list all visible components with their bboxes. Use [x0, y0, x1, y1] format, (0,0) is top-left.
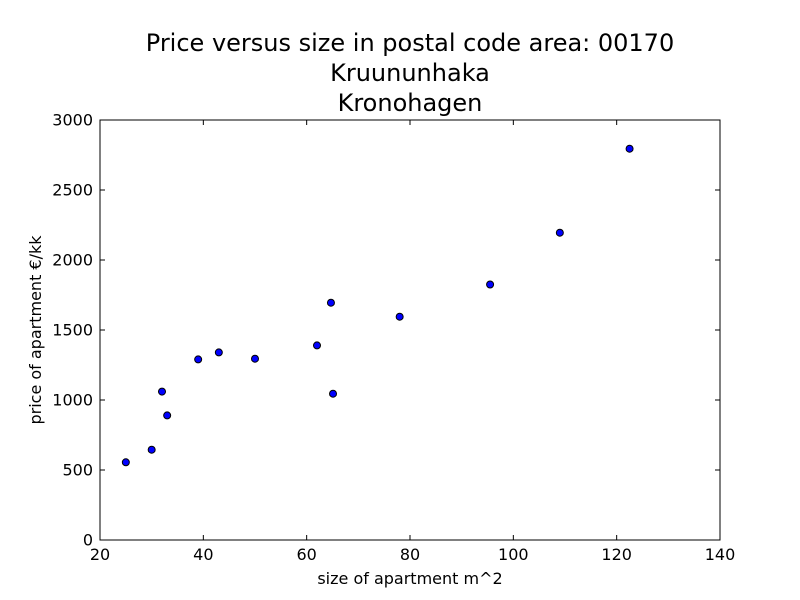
x-tick-label: 120 — [601, 545, 632, 564]
data-point — [214, 348, 223, 357]
data-point — [326, 298, 335, 307]
title-line-3: Kronohagen — [337, 89, 483, 117]
y-tick-label: 0 — [83, 531, 93, 550]
x-tick-label: 100 — [498, 545, 529, 564]
title-line-2: Kruununhaka — [330, 59, 490, 87]
x-tick-label: 20 — [90, 545, 110, 564]
y-tick-label: 1500 — [52, 321, 93, 340]
y-tick-label: 1000 — [52, 391, 93, 410]
y-tick-label: 3000 — [52, 111, 93, 130]
data-point — [121, 458, 130, 467]
data-point — [313, 341, 321, 350]
data-point — [625, 144, 634, 153]
y-axis-label: price of apartment €/kk — [26, 235, 45, 425]
data-point — [147, 445, 156, 454]
x-tick-label: 80 — [400, 545, 420, 564]
data-point — [395, 312, 404, 321]
data-point — [486, 280, 495, 289]
chart-title: Price versus size in postal code area: 0… — [0, 28, 800, 118]
data-points — [121, 144, 634, 467]
x-tick-label: 40 — [193, 545, 213, 564]
x-tick-label: 60 — [296, 545, 316, 564]
x-axis-label: size of apartment m^2 — [317, 569, 502, 588]
data-point — [329, 389, 338, 398]
x-tick-label: 140 — [705, 545, 736, 564]
data-point — [163, 411, 172, 420]
data-point — [555, 228, 564, 237]
title-line-1: Price versus size in postal code area: 0… — [145, 29, 675, 57]
data-point — [194, 355, 203, 364]
y-tick-label: 500 — [62, 461, 93, 480]
y-tick-label: 2000 — [52, 251, 93, 270]
axis-ticks: 20 40 60 80 100 120 140 0 500 1000 1500 2000 2500 300… — [52, 111, 735, 565]
plot-frame — [99, 119, 721, 541]
y-tick-label: 2500 — [52, 181, 93, 200]
data-point — [158, 387, 166, 396]
data-point — [251, 354, 259, 363]
